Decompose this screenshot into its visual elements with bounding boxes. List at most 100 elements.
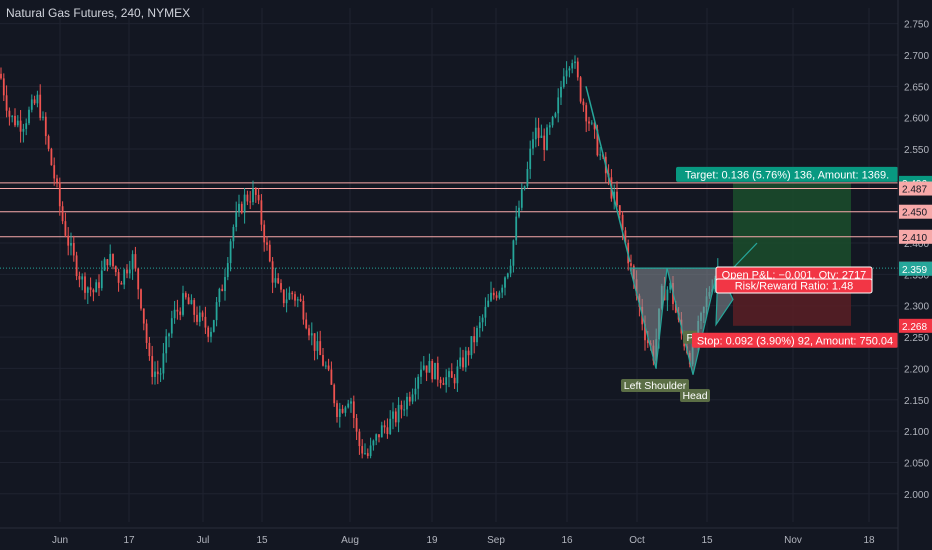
- y-tick-label: 2.150: [904, 396, 929, 407]
- candle-body: [459, 357, 462, 367]
- candle-body: [243, 194, 246, 213]
- candle-body: [436, 362, 439, 380]
- candle-body: [414, 388, 417, 395]
- candle-body: [420, 369, 422, 377]
- stop-label: Stop: 0.092 (3.90%) 92, Amount: 750.04: [697, 335, 893, 347]
- y-tick-label: 2.350: [904, 270, 929, 281]
- candle-body: [123, 269, 126, 285]
- candle-body: [618, 205, 621, 215]
- x-tick-label: 15: [256, 535, 268, 546]
- target-label-bg: [676, 166, 898, 182]
- left-shoulder-shape[interactable]: [629, 267, 668, 369]
- candle-body: [464, 350, 467, 368]
- candle-body: [277, 278, 280, 284]
- candle-body: [386, 427, 389, 435]
- candle-body: [92, 289, 95, 293]
- candle-body: [294, 294, 296, 301]
- candle-body: [523, 186, 526, 190]
- candle-body: [498, 292, 501, 298]
- candle-body: [11, 115, 14, 117]
- x-tick-label: Jun: [52, 535, 68, 546]
- position-zones: [733, 182, 851, 326]
- y-tick-label: 2.200: [904, 364, 929, 375]
- candle-body: [210, 331, 212, 337]
- candle-body: [579, 77, 582, 102]
- candle-body: [134, 254, 137, 269]
- stop-partial-label: P: [686, 332, 693, 344]
- candle-body: [263, 224, 266, 243]
- candle-body: [56, 178, 58, 183]
- candle-body: [576, 61, 579, 78]
- x-tick-label: 18: [863, 535, 875, 546]
- candle-body: [117, 272, 120, 283]
- candle-body: [366, 453, 369, 456]
- x-tick-label: Sep: [487, 535, 505, 546]
- candle-body: [372, 440, 375, 446]
- candle-body: [100, 270, 103, 289]
- y-tick-label: 2.550: [904, 145, 929, 156]
- candle-body: [0, 73, 2, 79]
- candle-body: [646, 340, 649, 344]
- candle-body: [291, 292, 294, 295]
- candle-body: [383, 425, 386, 428]
- candle-body: [537, 127, 540, 138]
- candle-body: [126, 269, 128, 274]
- axis-badge-label: 2.268: [902, 322, 927, 333]
- candle-body: [562, 76, 565, 87]
- candle-body: [400, 404, 403, 410]
- candle-body: [285, 299, 288, 304]
- candle-body: [487, 300, 490, 307]
- candle-body: [644, 324, 646, 341]
- stop-label-bg: [692, 332, 898, 348]
- candle-body: [187, 297, 190, 305]
- candle-body: [554, 113, 557, 117]
- candle-body: [299, 299, 302, 301]
- projection-line: [732, 242, 758, 269]
- candle-body: [557, 97, 560, 114]
- candle-body: [207, 327, 210, 337]
- candle-body: [425, 365, 428, 373]
- candle-body: [422, 365, 425, 370]
- candle-body: [593, 122, 596, 130]
- y-tick-label: 2.250: [904, 333, 929, 344]
- axis-badge-label: 2.410: [902, 233, 927, 244]
- y-tick-label: 2.650: [904, 82, 929, 93]
- candle-body: [14, 115, 16, 126]
- candle-body: [67, 235, 70, 246]
- candle-body: [176, 309, 179, 312]
- candle-body: [431, 361, 434, 380]
- candle-body: [162, 353, 165, 374]
- candle-body: [58, 182, 61, 207]
- candle-body: [120, 282, 123, 285]
- trend-line[interactable]: [585, 86, 631, 263]
- x-tick-label: Aug: [341, 535, 359, 546]
- candle-body: [588, 121, 590, 124]
- y-tick-label: 2.400: [904, 239, 929, 250]
- x-tick-label: Nov: [784, 535, 802, 546]
- candle-body: [81, 276, 84, 280]
- head-shape[interactable]: [666, 267, 719, 375]
- candle-body: [98, 282, 100, 289]
- candle-body: [380, 425, 383, 438]
- x-tick-label: 16: [561, 535, 573, 546]
- candle-body: [215, 302, 218, 321]
- candle-body: [53, 165, 56, 179]
- candle-body: [350, 401, 352, 404]
- candle-body: [313, 333, 316, 351]
- axis-badge-level: [899, 204, 932, 219]
- candle-body: [179, 311, 182, 315]
- left-shoulder-label: Left Shoulder: [624, 380, 687, 392]
- candle-body: [50, 148, 53, 166]
- candle-body: [240, 203, 243, 213]
- candle-body: [495, 295, 498, 298]
- axis-badge-level: [899, 229, 932, 244]
- candle-body: [30, 99, 33, 110]
- head-label-bg: [680, 389, 710, 402]
- candle-body: [428, 361, 431, 373]
- candle-body: [47, 136, 50, 149]
- candle-body: [61, 206, 64, 222]
- candle-body: [548, 125, 551, 128]
- candle-body: [109, 253, 112, 266]
- candle-body: [238, 203, 240, 213]
